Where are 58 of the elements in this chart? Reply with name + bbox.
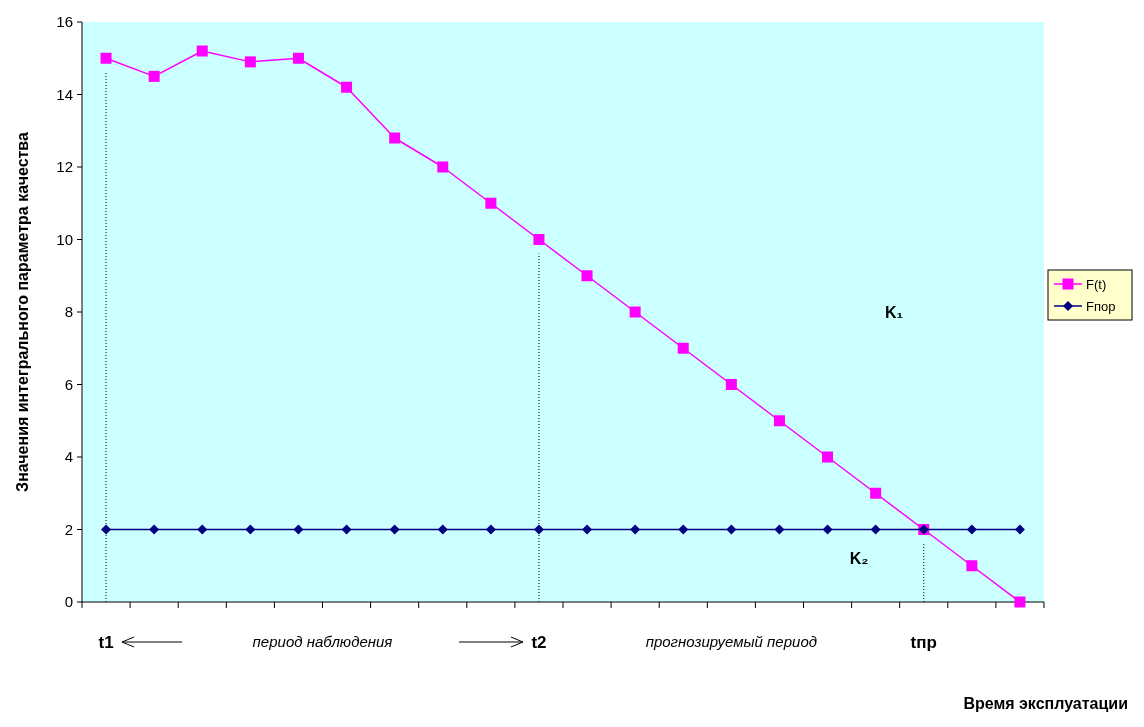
text: период наблюдения	[252, 633, 393, 651]
point	[582, 524, 593, 535]
point	[341, 81, 353, 93]
point	[437, 524, 448, 535]
annotation: K₁	[884, 303, 904, 321]
point	[1014, 596, 1026, 608]
point	[725, 379, 737, 390]
y-tick-label: 10	[56, 230, 73, 248]
y-tick-label: 16	[56, 13, 73, 31]
point	[485, 197, 497, 209]
y-tick-label: 14	[56, 85, 73, 103]
point	[197, 524, 208, 535]
point	[101, 524, 112, 535]
point	[485, 524, 496, 535]
point	[533, 524, 544, 535]
legend-label: F(t)	[1086, 276, 1107, 292]
point	[389, 132, 401, 144]
x-tick-label: t2	[531, 632, 547, 652]
x-tick-label: t1	[98, 632, 114, 652]
text: прогнозируемый период	[645, 633, 818, 651]
point	[966, 560, 978, 572]
point	[292, 52, 304, 64]
point	[630, 524, 641, 535]
point	[100, 52, 112, 64]
point	[389, 524, 400, 535]
point	[726, 524, 737, 535]
y-tick-label: 4	[64, 448, 73, 466]
point	[870, 487, 882, 499]
point	[1014, 524, 1025, 535]
x-axis-title: Время эксплуатации	[963, 695, 1128, 712]
point	[533, 234, 545, 245]
point	[629, 306, 641, 318]
point	[341, 524, 352, 535]
point	[774, 524, 785, 535]
point	[245, 524, 256, 535]
y-tick-label: 12	[56, 158, 73, 176]
point	[149, 524, 160, 535]
point	[678, 524, 689, 535]
y-tick-label: 2	[64, 520, 73, 538]
point	[870, 524, 881, 535]
point	[293, 524, 304, 535]
legend-label: Fпор	[1086, 298, 1116, 314]
point	[244, 56, 256, 68]
point	[148, 70, 160, 82]
point	[196, 45, 208, 57]
point	[437, 161, 449, 173]
point	[822, 451, 834, 463]
annotation: K₂	[849, 550, 869, 568]
y-tick-label: 0	[64, 593, 73, 611]
point	[822, 524, 833, 535]
y-tick-label: 8	[64, 303, 73, 321]
x-tick-label: tпр	[910, 632, 937, 652]
point	[581, 270, 593, 282]
y-axis-title: Значения интегрального параметра качества	[14, 132, 31, 492]
point	[677, 342, 689, 354]
point	[773, 415, 785, 427]
point	[966, 524, 977, 535]
y-tick-label: 6	[64, 375, 73, 393]
